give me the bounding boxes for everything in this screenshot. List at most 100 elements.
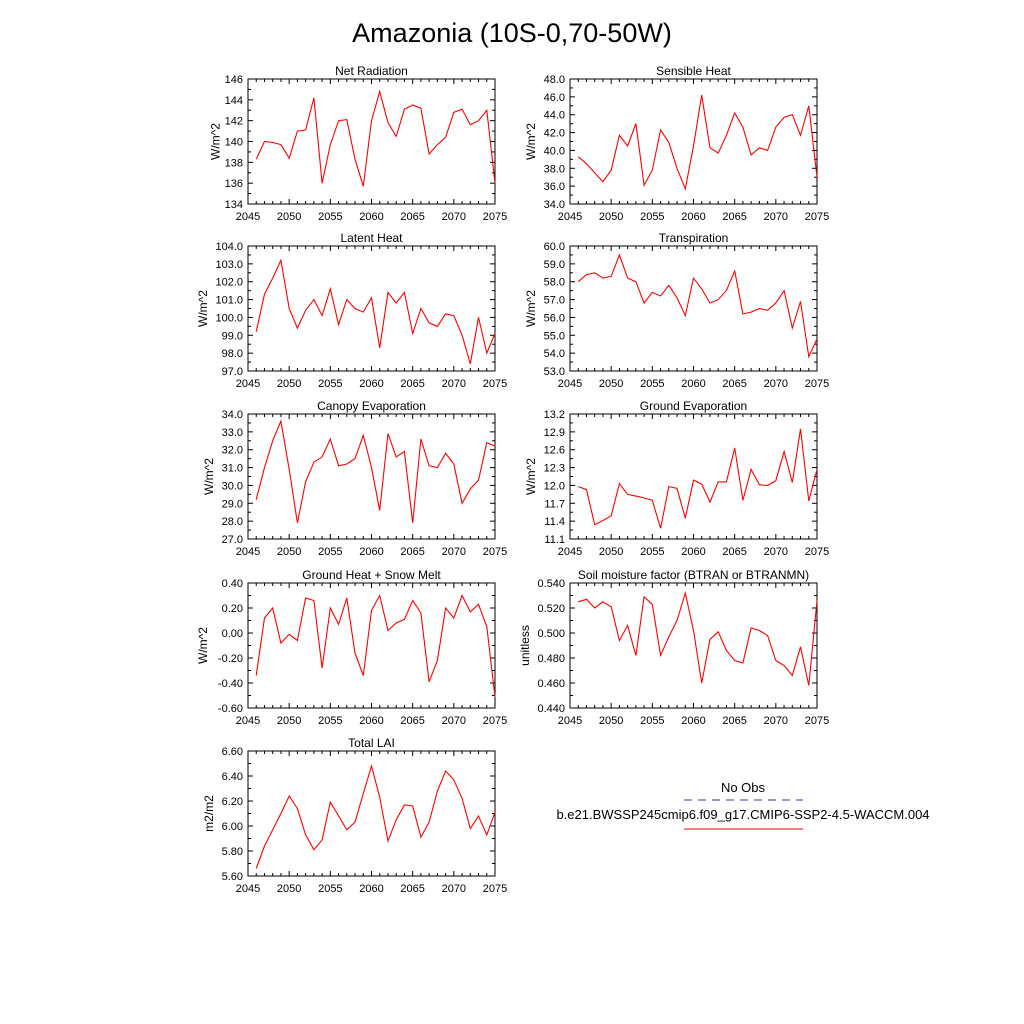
y-tick-label: 59.0	[544, 259, 565, 271]
y-tick-label: 5.80	[222, 846, 243, 858]
x-tick-label: 2060	[359, 883, 383, 895]
y-tick-label: 0.40	[222, 578, 243, 590]
x-tick-label: 2050	[277, 715, 301, 727]
y-tick-label: 12.6	[544, 445, 565, 457]
y-tick-label: 12.9	[544, 427, 565, 439]
x-tick-label: 2060	[681, 715, 705, 727]
panel-title: Net Radiation	[335, 64, 408, 78]
x-tick-label: 2065	[400, 211, 424, 223]
y-tick-label: 0.500	[537, 628, 565, 640]
x-tick-label: 2060	[681, 211, 705, 223]
x-tick-label: 2050	[277, 883, 301, 895]
series-line	[255, 763, 496, 869]
y-tick-label: 58.0	[544, 277, 565, 289]
y-tick-label: 55.0	[544, 330, 565, 342]
y-tick-label: 100.0	[215, 312, 243, 324]
y-tick-label: 6.20	[222, 796, 243, 808]
x-tick-label: 2070	[764, 546, 788, 558]
x-tick-label: 2055	[318, 378, 342, 390]
y-tick-label: 144	[225, 95, 243, 107]
x-tick-label: 2070	[442, 211, 466, 223]
x-tick-label: 2050	[277, 211, 301, 223]
y-tick-label: -0.40	[218, 678, 243, 690]
panel-title: Total LAI	[348, 736, 395, 750]
panel-8: Soil moisture factor (BTRAN or BTRANMN) 2…	[518, 568, 829, 727]
y-tick-label: 134	[225, 199, 243, 211]
x-tick-label: 2065	[722, 546, 746, 558]
y-tick-label: 103.0	[215, 259, 243, 271]
y-tick-label: 11.1	[544, 534, 565, 546]
x-tick-label: 2075	[483, 546, 507, 558]
y-tick-label: 146	[225, 74, 243, 86]
panel-title: Latent Heat	[340, 231, 403, 245]
x-tick-label: 2055	[318, 211, 342, 223]
x-tick-label: 2070	[442, 883, 466, 895]
y-tick-label: 142	[225, 116, 243, 128]
panel-2: Sensible Heat 2045 2050 2055 2060 2065 2070 207…	[524, 64, 829, 223]
x-tick-label: 2045	[558, 378, 582, 390]
y-tick-label: 57.0	[544, 295, 565, 307]
x-tick-label: 2045	[558, 715, 582, 727]
plot-frame	[569, 78, 818, 205]
y-tick-label: 28.0	[222, 516, 243, 528]
x-tick-label: 2055	[640, 546, 664, 558]
y-axis-label: W/m^2	[524, 290, 538, 327]
panel-title: Transpiration	[659, 231, 729, 245]
y-tick-label: 40.0	[544, 145, 565, 157]
plot-frame	[247, 245, 496, 372]
y-tick-label: -0.20	[218, 653, 243, 665]
legend-model-label: b.e21.BWSSP245cmip6.f09_g17.CMIP6-SSP2-4…	[556, 807, 929, 822]
x-tick-label: 2045	[236, 883, 260, 895]
x-tick-label: 2055	[640, 211, 664, 223]
x-tick-label: 2075	[483, 378, 507, 390]
y-tick-label: 54.0	[544, 348, 565, 360]
y-axis-label: W/m^2	[202, 458, 216, 495]
x-tick-label: 2055	[640, 715, 664, 727]
y-tick-label: 12.0	[544, 480, 565, 492]
y-tick-label: 0.540	[537, 578, 565, 590]
x-tick-label: 2055	[318, 883, 342, 895]
y-tick-label: 11.4	[544, 516, 565, 528]
x-tick-label: 2045	[558, 211, 582, 223]
y-tick-label: 56.0	[544, 312, 565, 324]
y-tick-label: 36.0	[544, 181, 565, 193]
x-tick-label: 2060	[681, 378, 705, 390]
x-tick-label: 2065	[722, 715, 746, 727]
x-tick-label: 2045	[236, 546, 260, 558]
x-tick-label: 2070	[442, 715, 466, 727]
y-tick-label: 38.0	[544, 163, 565, 175]
x-tick-label: 2050	[277, 378, 301, 390]
y-tick-label: 48.0	[544, 74, 565, 86]
panel-3: Latent Heat 2045 2050 2055 2060 2065 2070 2075 9…	[196, 231, 507, 390]
y-tick-label: -0.60	[218, 703, 243, 715]
plot-frame	[569, 413, 818, 540]
y-axis-label: W/m^2	[196, 627, 210, 664]
x-tick-label: 2060	[359, 546, 383, 558]
x-tick-label: 2070	[764, 211, 788, 223]
x-tick-label: 2055	[640, 378, 664, 390]
figure-title: Amazonia (10S-0,70-50W)	[352, 18, 672, 48]
x-tick-label: 2070	[764, 715, 788, 727]
x-tick-label: 2075	[805, 211, 829, 223]
y-tick-label: 27.0	[222, 534, 243, 546]
y-tick-label: 99.0	[222, 330, 243, 342]
x-tick-label: 2045	[236, 378, 260, 390]
y-tick-label: 30.0	[222, 480, 243, 492]
y-tick-label: 42.0	[544, 128, 565, 140]
x-tick-label: 2065	[400, 546, 424, 558]
x-tick-label: 2050	[277, 546, 301, 558]
y-tick-label: 60.0	[544, 241, 565, 253]
x-tick-label: 2060	[359, 211, 383, 223]
x-tick-label: 2055	[318, 715, 342, 727]
panel-6: Ground Evaporation 2045 2050 2055 2060 2065 20…	[524, 399, 829, 558]
y-tick-label: 32.0	[222, 445, 243, 457]
y-tick-label: 29.0	[222, 498, 243, 510]
y-tick-label: 0.20	[222, 603, 243, 615]
plot-frame	[247, 78, 496, 205]
panel-title: Ground Heat + Snow Melt	[302, 568, 441, 582]
x-tick-label: 2075	[805, 378, 829, 390]
x-tick-label: 2065	[722, 211, 746, 223]
y-tick-label: 0.520	[537, 603, 565, 615]
y-tick-label: 0.460	[537, 678, 565, 690]
series-line	[578, 590, 818, 686]
